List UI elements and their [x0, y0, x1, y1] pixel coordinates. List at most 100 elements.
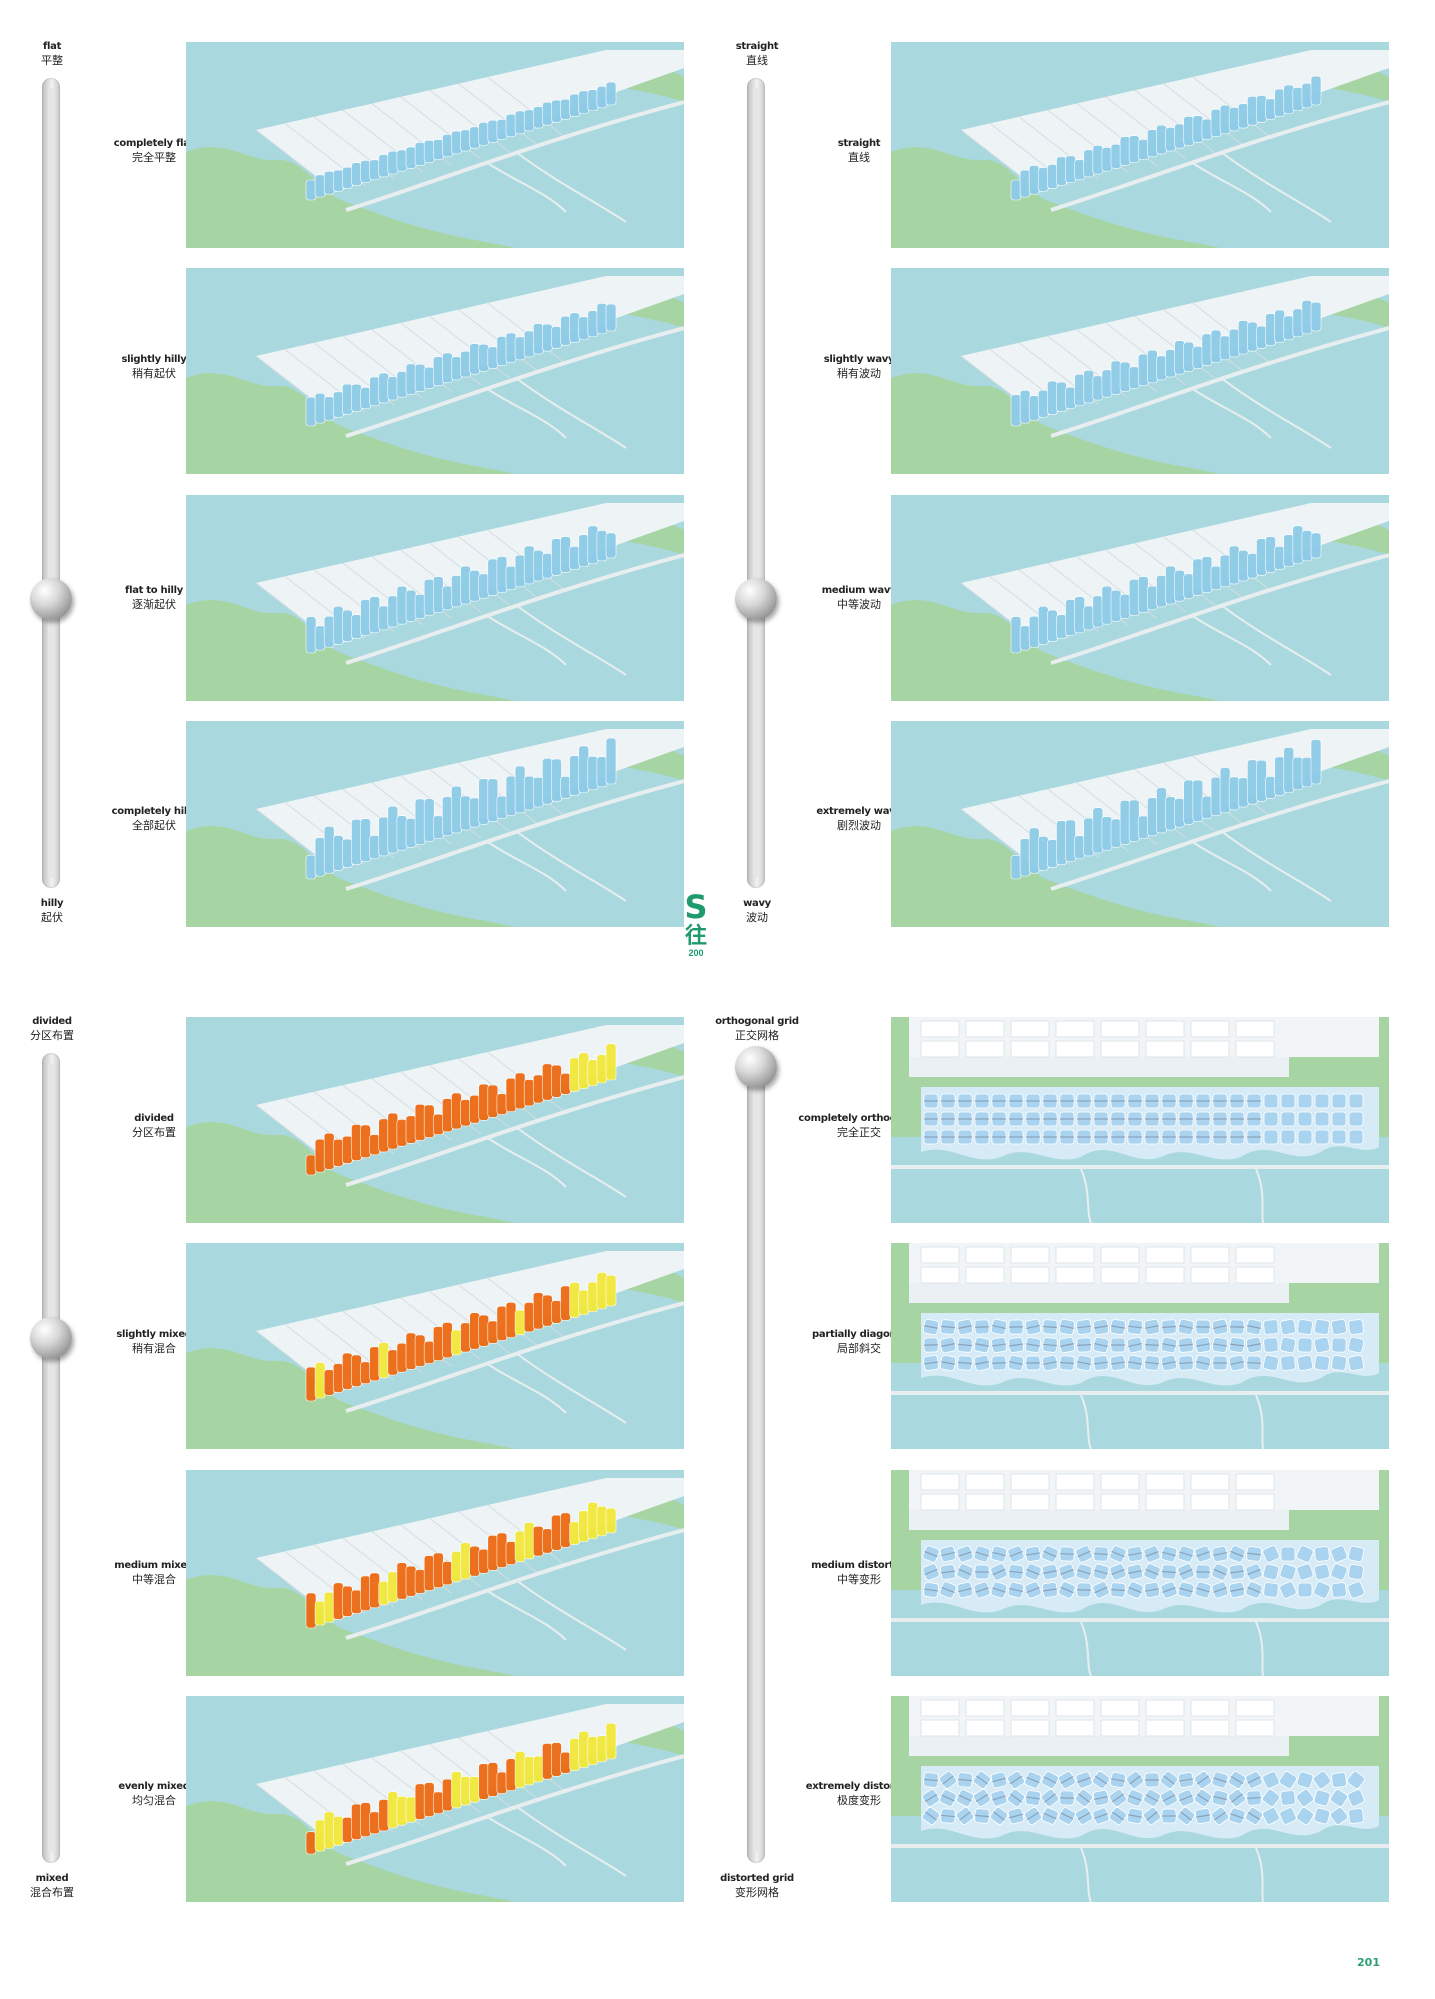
row-label-cn: 稍有起伏: [132, 368, 176, 380]
slider-knob[interactable]: [30, 578, 72, 620]
site-plan-image: [891, 1470, 1389, 1676]
row-label-en: slightly wavy: [823, 354, 895, 365]
slider-bottom-label-cn: 波动: [746, 912, 768, 924]
row-label: slightly wavy 稍有波动: [783, 353, 935, 381]
slider-top-label-en: orthogonal grid: [715, 1016, 799, 1027]
slider-top-label-cn: 正交网格: [735, 1030, 779, 1042]
chapter-side-tab: S 往 200: [684, 890, 708, 958]
panel-divided-mixed: divided 分区布置 mixed 混合布置 divided 分区布置 slig…: [0, 1010, 720, 1960]
slider-bottom-label-cn: 变形网格: [735, 1887, 779, 1899]
row-label-en: slightly mixed: [116, 1329, 192, 1340]
chapter-char: 往: [684, 923, 707, 948]
row-label: slightly hilly 稍有起伏: [78, 353, 230, 381]
slider-knob[interactable]: [735, 1046, 777, 1088]
row-label-en: completely flat: [113, 138, 195, 149]
row-label-en: straight: [837, 138, 881, 149]
row-label-cn: 直线: [848, 152, 870, 164]
row-label-en: completely orthogonal: [798, 1113, 920, 1124]
site-render-graphic: [891, 729, 1389, 927]
site-render-image: [186, 268, 684, 474]
row-label-cn: 极度变形: [837, 1795, 881, 1807]
row-label: extremely distorted 极度变形: [783, 1780, 935, 1808]
row-label: extremely wavy 剧烈波动: [783, 805, 935, 833]
slider-top-label: straight 直线: [705, 40, 809, 68]
row-label: straight 直线: [783, 137, 935, 165]
site-render-image: [186, 1243, 684, 1449]
row-label-cn: 稍有波动: [837, 368, 881, 380]
slider-track[interactable]: [42, 1053, 60, 1863]
row-label: divided 分区布置: [78, 1112, 230, 1140]
row-label-cn: 稍有混合: [132, 1343, 176, 1355]
site-render-graphic: [186, 1251, 684, 1449]
row-label-en: extremely wavy: [816, 806, 902, 817]
site-render-graphic: [891, 1470, 1389, 1676]
slider-track[interactable]: [42, 78, 60, 888]
site-render-image: [186, 1017, 684, 1223]
row-label: completely orthogonal 完全正交: [783, 1112, 935, 1140]
panel-flat-hilly: flat 平整 hilly 起伏 completely flat 完全平整 sli…: [0, 35, 720, 985]
slider-top-label-en: flat: [42, 41, 62, 52]
row-label-cn: 中等变形: [837, 1574, 881, 1586]
row-label: evenly mixed 均匀混合: [78, 1780, 230, 1808]
row-label-cn: 均匀混合: [132, 1795, 176, 1807]
site-render-graphic: [891, 276, 1389, 474]
slider-bottom-label: distorted grid 变形网格: [705, 1872, 809, 1900]
row-label: partially diagonal 局部斜交: [783, 1328, 935, 1356]
site-render-image: [186, 721, 684, 927]
site-render-graphic: [891, 50, 1389, 248]
row-label-en: medium distorted: [811, 1560, 907, 1571]
row-label-en: extremely distorted: [805, 1781, 913, 1792]
row-label: completely flat 完全平整: [78, 137, 230, 165]
chapter-letter: S: [684, 888, 708, 926]
site-render-graphic: [186, 1704, 684, 1902]
slider-bottom-label-en: hilly: [40, 898, 64, 909]
slider-knob[interactable]: [735, 578, 777, 620]
slider-top-label: divided 分区布置: [0, 1015, 104, 1043]
slider-bottom-label: hilly 起伏: [0, 897, 104, 925]
row-label: slightly mixed 稍有混合: [78, 1328, 230, 1356]
slider-bottom-label: mixed 混合布置: [0, 1872, 104, 1900]
slider-knob[interactable]: [30, 1317, 72, 1359]
panel-grid: orthogonal grid 正交网格 distorted grid 变形网格…: [705, 1010, 1425, 1960]
row-label: medium distorted 中等变形: [783, 1559, 935, 1587]
site-render-graphic: [186, 1478, 684, 1676]
chapter-page-number: 200: [688, 948, 704, 958]
site-render-graphic: [891, 1696, 1389, 1902]
slider-top-label-cn: 平整: [41, 55, 63, 67]
panel-straight-wavy: straight 直线 wavy 波动 straight 直线 slightly …: [705, 35, 1425, 985]
site-render-graphic: [186, 50, 684, 248]
site-render-image: [186, 495, 684, 701]
slider-bottom-label-cn: 起伏: [41, 912, 63, 924]
slider-top-label: orthogonal grid 正交网格: [705, 1015, 809, 1043]
row-label-cn: 局部斜交: [837, 1343, 881, 1355]
row-label-en: divided: [134, 1113, 174, 1124]
site-render-image: [891, 42, 1389, 248]
slider-top-label-en: divided: [32, 1016, 72, 1027]
row-label-en: medium mixed: [114, 1560, 194, 1571]
site-render-graphic: [186, 729, 684, 927]
slider-track[interactable]: [747, 1053, 765, 1863]
row-label: medium mixed 中等混合: [78, 1559, 230, 1587]
slider-bottom-label-en: distorted grid: [720, 1873, 794, 1884]
site-render-image: [891, 495, 1389, 701]
slider-bottom-label: wavy 波动: [705, 897, 809, 925]
slider-top-label-cn: 分区布置: [30, 1030, 74, 1042]
site-render-image: [891, 268, 1389, 474]
site-plan-image: [891, 1017, 1389, 1223]
site-render-image: [186, 42, 684, 248]
row-label-en: evenly mixed: [118, 1781, 190, 1792]
site-render-image: [186, 1470, 684, 1676]
site-render-image: [186, 1696, 684, 1902]
row-label-en: medium wavy: [821, 585, 897, 596]
site-render-graphic: [186, 503, 684, 701]
row-label-cn: 完全平整: [132, 152, 176, 164]
row-label: medium wavy 中等波动: [783, 584, 935, 612]
row-label-cn: 完全正交: [837, 1127, 881, 1139]
site-render-graphic: [186, 276, 684, 474]
slider-track[interactable]: [747, 78, 765, 888]
row-label-cn: 全部起伏: [132, 820, 176, 832]
site-render-graphic: [891, 503, 1389, 701]
slider-bottom-label-en: wavy: [743, 898, 771, 909]
site-render-graphic: [891, 1017, 1389, 1223]
